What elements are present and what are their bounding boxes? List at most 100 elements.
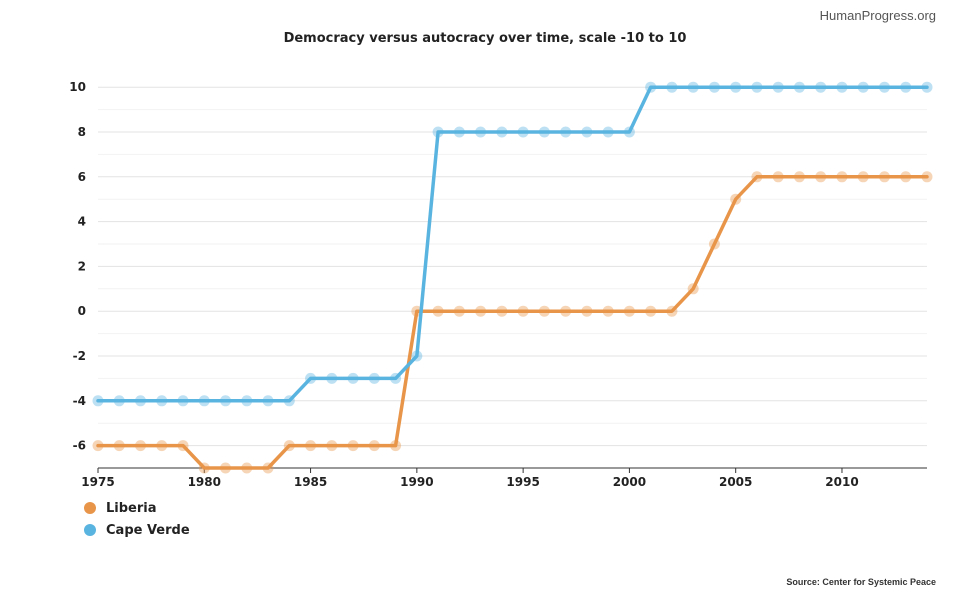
data-point-liberia (581, 305, 593, 317)
x-tick-label: 1975 (81, 475, 114, 489)
legend-label-cape-verde: Cape Verde (106, 522, 190, 538)
data-point-cape-verde (347, 372, 359, 384)
data-point-liberia (687, 283, 699, 295)
data-point-cape-verde (793, 81, 805, 93)
data-point-liberia (730, 193, 742, 205)
data-point-cape-verde (666, 81, 678, 93)
x-tick-label: 1980 (188, 475, 221, 489)
data-point-liberia (560, 305, 572, 317)
data-point-liberia (666, 305, 678, 317)
data-point-cape-verde (751, 81, 763, 93)
y-tick-label: 10 (69, 80, 86, 94)
y-tick-label: 0 (78, 304, 86, 318)
data-point-liberia (220, 462, 232, 474)
y-tick-label: -6 (73, 439, 86, 453)
data-point-liberia (432, 305, 444, 317)
data-point-liberia (305, 440, 317, 452)
data-point-liberia (793, 171, 805, 183)
data-point-liberia (390, 440, 402, 452)
data-point-cape-verde (708, 81, 720, 93)
data-point-cape-verde (921, 81, 933, 93)
x-tick-label: 1995 (506, 475, 539, 489)
data-point-liberia (708, 238, 720, 250)
data-point-cape-verde (538, 126, 550, 138)
data-point-liberia (857, 171, 869, 183)
data-point-cape-verde (645, 81, 657, 93)
y-tick-label: 2 (78, 259, 86, 273)
data-point-liberia (113, 440, 125, 452)
data-point-liberia (347, 440, 359, 452)
data-point-cape-verde (730, 81, 742, 93)
y-tick-label: 4 (78, 215, 86, 229)
data-point-liberia (815, 171, 827, 183)
data-point-cape-verde (772, 81, 784, 93)
legend-label-liberia: Liberia (106, 500, 157, 516)
data-point-liberia (92, 440, 104, 452)
data-point-cape-verde (177, 395, 189, 407)
data-point-cape-verde (411, 350, 423, 362)
x-tick-label: 2005 (719, 475, 752, 489)
data-point-cape-verde (390, 372, 402, 384)
data-point-cape-verde (283, 395, 295, 407)
data-point-liberia (368, 440, 380, 452)
data-point-liberia (538, 305, 550, 317)
data-point-cape-verde (156, 395, 168, 407)
data-point-liberia (772, 171, 784, 183)
data-point-liberia (836, 171, 848, 183)
legend-dot-liberia (84, 502, 96, 514)
data-point-cape-verde (220, 395, 232, 407)
data-point-cape-verde (623, 126, 635, 138)
data-point-cape-verde (475, 126, 487, 138)
data-point-liberia (900, 171, 912, 183)
data-point-cape-verde (135, 395, 147, 407)
data-point-liberia (283, 440, 295, 452)
data-point-cape-verde (517, 126, 529, 138)
data-point-cape-verde (113, 395, 125, 407)
data-point-liberia (517, 305, 529, 317)
x-tick-label: 2000 (613, 475, 646, 489)
x-tick-label: 1985 (294, 475, 327, 489)
data-point-cape-verde (496, 126, 508, 138)
data-point-liberia (921, 171, 933, 183)
data-point-cape-verde (560, 126, 572, 138)
data-point-cape-verde (326, 372, 338, 384)
legend-dot-cape-verde (84, 524, 96, 536)
legend-item-liberia[interactable]: Liberia (84, 497, 190, 519)
data-point-cape-verde (836, 81, 848, 93)
data-point-liberia (453, 305, 465, 317)
data-point-cape-verde (857, 81, 869, 93)
y-tick-label: -2 (73, 349, 86, 363)
data-point-liberia (623, 305, 635, 317)
data-point-cape-verde (368, 372, 380, 384)
series-line-liberia (96, 175, 929, 470)
data-point-cape-verde (878, 81, 890, 93)
data-point-cape-verde (581, 126, 593, 138)
data-point-cape-verde (305, 372, 317, 384)
series-line-cape-verde (96, 85, 929, 403)
data-point-cape-verde (92, 395, 104, 407)
data-point-liberia (135, 440, 147, 452)
data-point-liberia (475, 305, 487, 317)
y-tick-label: 6 (78, 170, 86, 184)
data-point-liberia (156, 440, 168, 452)
data-point-cape-verde (815, 81, 827, 93)
data-point-cape-verde (900, 81, 912, 93)
data-point-liberia (496, 305, 508, 317)
data-point-liberia (751, 171, 763, 183)
data-point-liberia (241, 462, 253, 474)
data-point-cape-verde (241, 395, 253, 407)
credit-label[interactable]: HumanProgress.org (819, 8, 936, 23)
data-point-cape-verde (687, 81, 699, 93)
x-tick-label: 1990 (400, 475, 433, 489)
data-point-liberia (198, 462, 210, 474)
data-point-liberia (878, 171, 890, 183)
data-point-liberia (177, 440, 189, 452)
data-point-liberia (645, 305, 657, 317)
y-tick-label: -4 (73, 394, 86, 408)
data-point-cape-verde (262, 395, 274, 407)
data-point-cape-verde (602, 126, 614, 138)
legend-item-cape-verde[interactable]: Cape Verde (84, 519, 190, 541)
data-point-liberia (262, 462, 274, 474)
data-point-cape-verde (198, 395, 210, 407)
